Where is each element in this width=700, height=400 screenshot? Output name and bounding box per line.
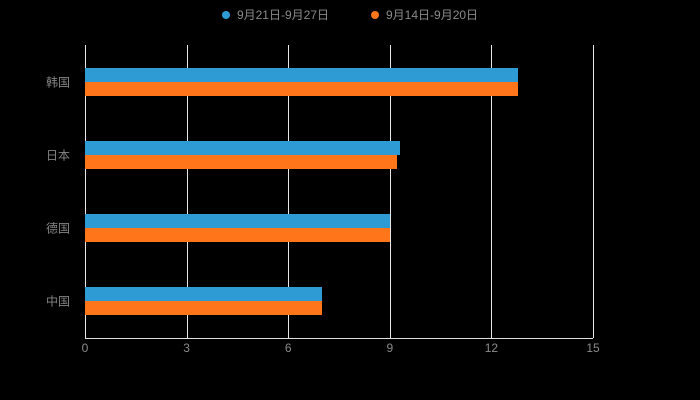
y-axis-labels: 韩国 日本 德国 中国	[0, 45, 78, 338]
category-label: 日本	[45, 148, 70, 163]
legend-dot-orange-icon	[371, 10, 379, 19]
x-tick-label: 9	[386, 341, 394, 355]
bar	[85, 287, 323, 302]
legend-label: 9月14日-9月20日	[386, 8, 479, 22]
category-label: 德国	[45, 221, 70, 236]
legend-item-week1[interactable]: 9月14日-9月20日	[371, 6, 478, 23]
gridline	[491, 45, 493, 338]
bar-group-1	[85, 45, 593, 118]
category-label: 韩国	[45, 75, 70, 90]
legend-label: 9月21日-9月27日	[236, 8, 329, 22]
gridline	[389, 45, 391, 338]
plot-area	[85, 45, 594, 339]
bar-group-4	[85, 265, 593, 338]
x-tick-label: 6	[284, 341, 292, 355]
legend-item-week2[interactable]: 9月21日-9月27日	[221, 6, 329, 23]
gridline	[288, 45, 290, 338]
bar	[85, 67, 519, 82]
bar-group-2	[85, 118, 593, 191]
x-tick-label: 12	[484, 341, 499, 355]
bar	[85, 301, 323, 316]
legend-dot-blue-icon	[221, 10, 230, 19]
bar	[85, 81, 519, 96]
gridline	[593, 45, 594, 338]
bar	[85, 140, 400, 155]
bar	[85, 214, 390, 229]
chart-legend: 9月21日-9月27日 9月14日-9月20日	[0, 6, 700, 23]
x-tick-label: 0	[81, 341, 89, 355]
x-tick-label: 15	[586, 341, 600, 355]
bar-group-3	[85, 192, 593, 265]
bar	[85, 154, 397, 169]
category-label: 中国	[45, 294, 70, 309]
bar	[85, 228, 390, 243]
gridline	[85, 45, 86, 338]
x-tick-label: 3	[183, 341, 190, 355]
x-axis-labels: 0 3 6 9 12 15	[81, 341, 600, 359]
gridline	[186, 45, 188, 338]
